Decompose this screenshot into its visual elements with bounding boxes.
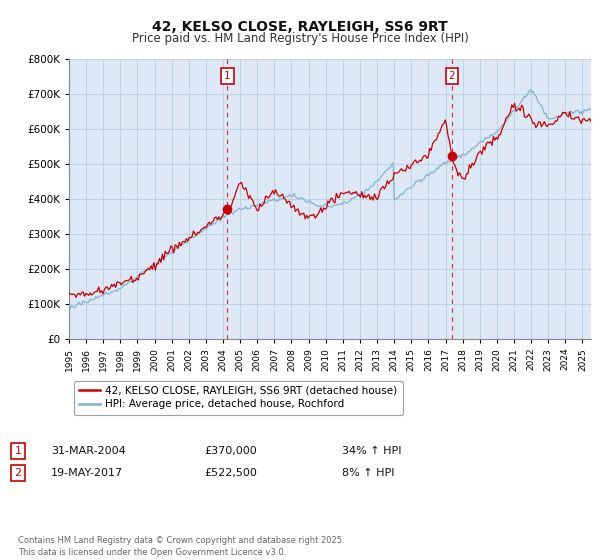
Text: Price paid vs. HM Land Registry's House Price Index (HPI): Price paid vs. HM Land Registry's House … <box>131 32 469 45</box>
Text: 19-MAY-2017: 19-MAY-2017 <box>51 468 123 478</box>
Text: 34% ↑ HPI: 34% ↑ HPI <box>342 446 401 456</box>
Text: £522,500: £522,500 <box>204 468 257 478</box>
Text: Contains HM Land Registry data © Crown copyright and database right 2025.
This d: Contains HM Land Registry data © Crown c… <box>18 536 344 557</box>
Text: 42, KELSO CLOSE, RAYLEIGH, SS6 9RT: 42, KELSO CLOSE, RAYLEIGH, SS6 9RT <box>152 20 448 34</box>
Text: 2: 2 <box>14 468 22 478</box>
Text: 8% ↑ HPI: 8% ↑ HPI <box>342 468 395 478</box>
Text: 2: 2 <box>449 71 455 81</box>
Text: 1: 1 <box>14 446 22 456</box>
Text: £370,000: £370,000 <box>204 446 257 456</box>
Text: 1: 1 <box>224 71 230 81</box>
Text: 31-MAR-2004: 31-MAR-2004 <box>51 446 126 456</box>
Legend: 42, KELSO CLOSE, RAYLEIGH, SS6 9RT (detached house), HPI: Average price, detache: 42, KELSO CLOSE, RAYLEIGH, SS6 9RT (deta… <box>74 381 403 414</box>
